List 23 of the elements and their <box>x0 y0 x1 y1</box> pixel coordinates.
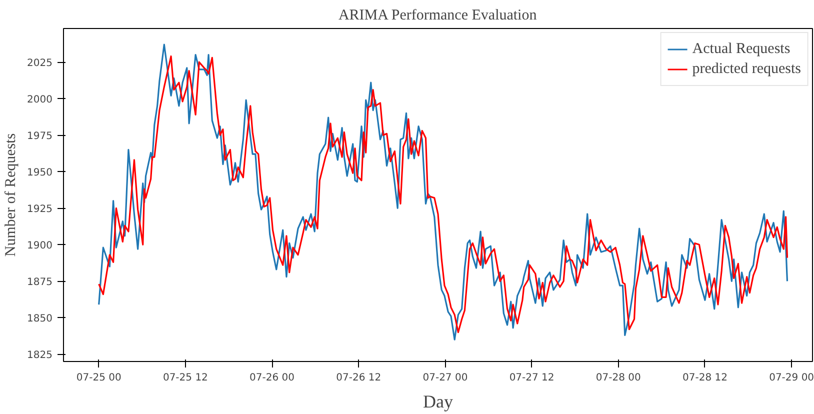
x-tick-label: 07-29 00 <box>769 372 814 384</box>
y-axis-title: Number of Requests <box>3 133 20 257</box>
x-axis-title: Day <box>423 392 454 412</box>
x-tick-label: 07-25 12 <box>162 372 208 384</box>
y-tick-label: 1875 <box>27 277 53 288</box>
chart-title: ARIMA Performance Evaluation <box>338 8 538 24</box>
y-tick-label: 2025 <box>27 58 53 70</box>
x-tick-label: 07-26 12 <box>336 372 382 384</box>
y-tick-label: 1975 <box>27 131 53 142</box>
x-tick-label: 07-28 12 <box>682 372 728 384</box>
x-tick-label: 07-27 12 <box>509 372 554 384</box>
x-tick-label: 07-28 00 <box>596 372 641 384</box>
legend-label: predicted requests <box>692 60 801 78</box>
y-tick-label: 2000 <box>27 94 53 106</box>
y-tick-label: 1850 <box>27 314 53 325</box>
x-tick-label: 07-27 00 <box>422 372 468 384</box>
legend-label: Actual Requests <box>692 40 790 58</box>
y-tick-label: 1900 <box>27 240 53 252</box>
y-tick-label: 1950 <box>27 168 53 179</box>
x-tick-label: 07-26 00 <box>250 372 295 384</box>
x-tick-label: 07-25 00 <box>76 372 122 384</box>
y-tick-label: 1825 <box>27 350 53 362</box>
y-tick-label: 1925 <box>27 204 53 216</box>
